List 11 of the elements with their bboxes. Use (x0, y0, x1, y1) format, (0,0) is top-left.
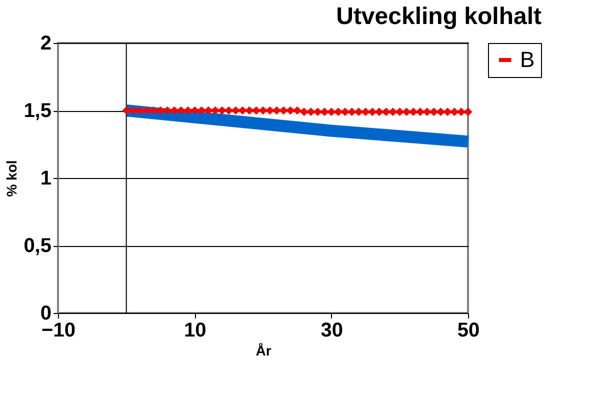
x-tick-label: 10 (184, 320, 206, 342)
chart-title: Utveckling kolhalt (336, 3, 542, 30)
x-axis-title: År (256, 342, 272, 358)
y-tick-label: 0,5 (24, 235, 52, 257)
y-tick-label: 1,5 (24, 100, 52, 122)
y-tick-label: 1 (40, 168, 52, 190)
y-axis-title: % kol (4, 160, 20, 197)
x-tick-label: 30 (320, 320, 343, 342)
y-tick-label: 2 (40, 32, 52, 54)
legend-label: B (520, 47, 535, 72)
x-tick-label: 50 (457, 320, 480, 342)
